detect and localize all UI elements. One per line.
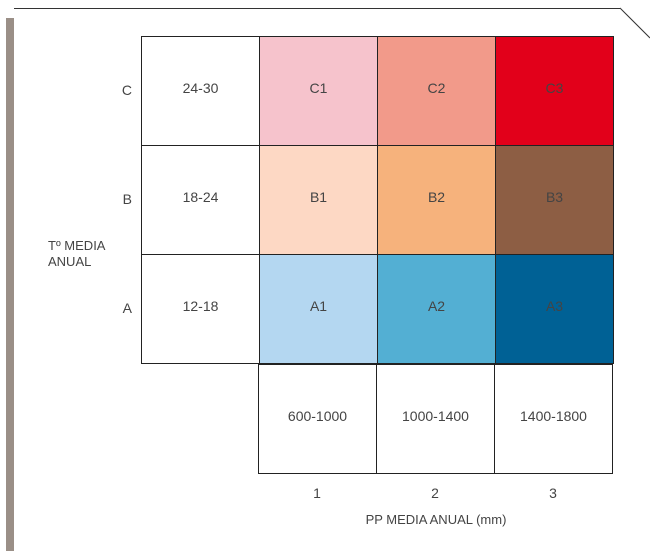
x-number-3: 3: [549, 485, 557, 501]
cell-c1: C1: [260, 37, 378, 146]
y-axis-title: Tº MEDIA ANUAL: [48, 238, 105, 270]
x-range-1: 600-1000: [259, 365, 377, 474]
cell-c3: C3: [496, 37, 614, 146]
cell-b1: B1: [260, 146, 378, 255]
x-axis-numbers: 1 2 3: [258, 485, 612, 501]
range-cell-b: 18-24: [142, 146, 260, 255]
cell-c2: C2: [378, 37, 496, 146]
x-range-2: 1000-1400: [377, 365, 495, 474]
y-axis-title-line1: Tº MEDIA: [48, 238, 106, 253]
range-cell-a: 12-18: [142, 255, 260, 364]
frame-top-line: [14, 8, 620, 9]
cell-a2: A2: [378, 255, 496, 364]
y-axis-title-line2: ANUAL: [48, 254, 92, 269]
cell-a3: A3: [496, 255, 614, 364]
row-letter-c: C: [121, 82, 132, 98]
climate-matrix: 24-30 C1 C2 C3 18-24 B1 B2 B3 12-18 A1 A…: [141, 36, 614, 364]
frame-left-bar: [6, 18, 14, 551]
cell-a1: A1: [260, 255, 378, 364]
frame-corner-line: [619, 7, 650, 39]
row-letter-b: B: [122, 191, 132, 207]
x-number-1: 1: [313, 485, 321, 501]
x-axis-ranges: 600-1000 1000-1400 1400-1800: [258, 364, 613, 474]
x-axis-title: PP MEDIA ANUAL (mm): [365, 512, 507, 527]
cell-b2: B2: [378, 146, 496, 255]
range-cell-c: 24-30: [142, 37, 260, 146]
x-range-3: 1400-1800: [495, 365, 613, 474]
x-number-2: 2: [431, 485, 439, 501]
row-letter-a: A: [122, 300, 132, 316]
cell-b3: B3: [496, 146, 614, 255]
